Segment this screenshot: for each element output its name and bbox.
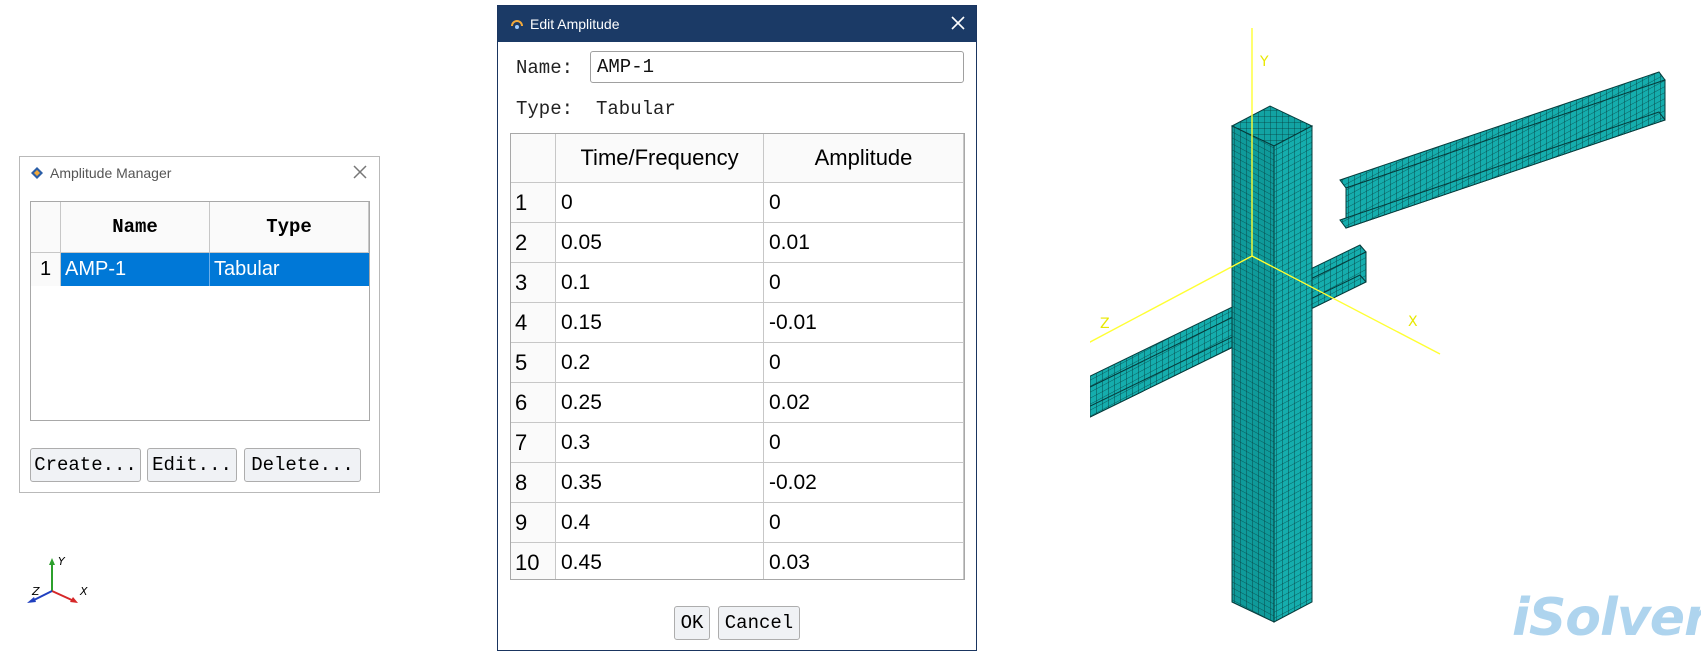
amplitude-name-cell[interactable]: AMP-1 bbox=[60, 252, 210, 286]
axis-z-label: Z bbox=[1100, 316, 1110, 332]
time-cell[interactable]: 0.05 bbox=[555, 222, 764, 263]
create-button[interactable]: Create... bbox=[30, 448, 141, 482]
edit-amplitude-title: Edit Amplitude bbox=[530, 16, 620, 32]
table-row[interactable]: 5 0.2 0 bbox=[511, 342, 964, 383]
close-icon[interactable] bbox=[351, 163, 369, 181]
amplitude-cell[interactable]: 0 bbox=[763, 502, 964, 543]
amplitude-cell[interactable]: 0 bbox=[763, 262, 964, 303]
row-number: 5 bbox=[511, 342, 556, 383]
amplitude-cell[interactable]: 0.02 bbox=[763, 382, 964, 423]
table-row[interactable]: 8 0.35 -0.02 bbox=[511, 462, 964, 503]
time-cell[interactable]: 0 bbox=[555, 182, 764, 223]
row-number: 1 bbox=[31, 252, 61, 286]
column-header-amplitude[interactable]: Amplitude bbox=[763, 134, 964, 183]
table-row[interactable]: 6 0.25 0.02 bbox=[511, 382, 964, 423]
table-row[interactable]: 4 0.15 -0.01 bbox=[511, 302, 964, 343]
column-header-time[interactable]: Time/Frequency bbox=[555, 134, 764, 183]
row-header-corner bbox=[31, 202, 61, 253]
time-cell[interactable]: 0.2 bbox=[555, 342, 764, 383]
close-icon[interactable] bbox=[950, 15, 966, 31]
name-field[interactable]: AMP-1 bbox=[590, 51, 964, 83]
axis-x-label: X bbox=[1408, 314, 1418, 330]
global-axes bbox=[1090, 28, 1441, 355]
table-row[interactable]: 9 0.4 0 bbox=[511, 502, 964, 543]
row-number: 9 bbox=[511, 502, 556, 543]
time-cell[interactable]: 0.45 bbox=[555, 542, 764, 579]
time-cell[interactable]: 0.15 bbox=[555, 302, 764, 343]
amplitude-manager-titlebar[interactable]: Amplitude Manager bbox=[20, 157, 379, 189]
type-value: Tabular bbox=[596, 98, 676, 120]
triad-y-label: Y bbox=[58, 555, 66, 568]
edit-amplitude-titlebar[interactable]: Edit Amplitude bbox=[498, 6, 976, 42]
time-cell[interactable]: 0.3 bbox=[555, 422, 764, 463]
time-cell[interactable]: 0.4 bbox=[555, 502, 764, 543]
isolver-logo: iSolver bbox=[1512, 588, 1701, 648]
name-label: Name: bbox=[516, 57, 574, 79]
row-header-corner bbox=[511, 134, 556, 183]
table-row[interactable]: 2 0.05 0.01 bbox=[511, 222, 964, 263]
app-icon bbox=[31, 167, 43, 179]
view-triad: Y X Z bbox=[27, 555, 88, 603]
app-icon bbox=[511, 20, 523, 29]
amplitude-cell[interactable]: 0 bbox=[763, 182, 964, 223]
delete-button[interactable]: Delete... bbox=[244, 448, 361, 482]
triad-z-label: Z bbox=[31, 585, 40, 598]
amplitude-cell[interactable]: 0.03 bbox=[763, 542, 964, 579]
time-cell[interactable]: 0.35 bbox=[555, 462, 764, 503]
row-number: 6 bbox=[511, 382, 556, 423]
row-number: 10 bbox=[511, 542, 556, 579]
axis-y-label: Y bbox=[1259, 54, 1269, 70]
amplitude-manager-dialog: Amplitude Manager Name Type 1 AMP-1 Tabu… bbox=[19, 156, 380, 493]
table-row[interactable]: 3 0.1 0 bbox=[511, 262, 964, 303]
beam-left bbox=[1090, 244, 1367, 418]
column-header-type[interactable]: Type bbox=[209, 202, 369, 253]
amplitude-data-table[interactable]: Time/Frequency Amplitude 1 0 0 2 0.05 0.01 3 0.… bbox=[510, 133, 965, 580]
amplitude-cell[interactable]: -0.01 bbox=[763, 302, 964, 343]
amplitude-cell[interactable]: 0.01 bbox=[763, 222, 964, 263]
amplitude-cell[interactable]: -0.02 bbox=[763, 462, 964, 503]
type-label: Type: bbox=[516, 98, 574, 120]
amplitude-cell[interactable]: 0 bbox=[763, 422, 964, 463]
amplitude-type-cell[interactable]: Tabular bbox=[209, 252, 369, 286]
table-row[interactable]: 10 0.45 0.03 bbox=[511, 542, 964, 579]
row-number: 3 bbox=[511, 262, 556, 303]
row-number: 4 bbox=[511, 302, 556, 343]
edit-button[interactable]: Edit... bbox=[147, 448, 237, 482]
time-cell[interactable]: 0.25 bbox=[555, 382, 764, 423]
row-number: 8 bbox=[511, 462, 556, 503]
row-number: 2 bbox=[511, 222, 556, 263]
beam-right bbox=[1339, 71, 1666, 229]
time-cell[interactable]: 0.1 bbox=[555, 262, 764, 303]
amplitude-list-table[interactable]: Name Type 1 AMP-1 Tabular bbox=[30, 201, 370, 421]
table-row[interactable]: 1 AMP-1 Tabular bbox=[31, 252, 369, 286]
column-header-name[interactable]: Name bbox=[60, 202, 210, 253]
row-number: 7 bbox=[511, 422, 556, 463]
table-row[interactable]: 7 0.3 0 bbox=[511, 422, 964, 463]
amplitude-manager-title: Amplitude Manager bbox=[50, 165, 172, 181]
ok-button[interactable]: OK bbox=[674, 606, 710, 640]
row-number: 1 bbox=[511, 182, 556, 223]
column bbox=[1230, 105, 1314, 623]
model-viewport[interactable]: Y X Z bbox=[1090, 20, 1700, 650]
amplitude-cell[interactable]: 0 bbox=[763, 342, 964, 383]
cancel-button[interactable]: Cancel bbox=[718, 606, 800, 640]
edit-amplitude-dialog: Edit Amplitude Name: AMP-1 Type: Tabular… bbox=[497, 5, 977, 651]
triad-x-label: X bbox=[79, 585, 88, 598]
